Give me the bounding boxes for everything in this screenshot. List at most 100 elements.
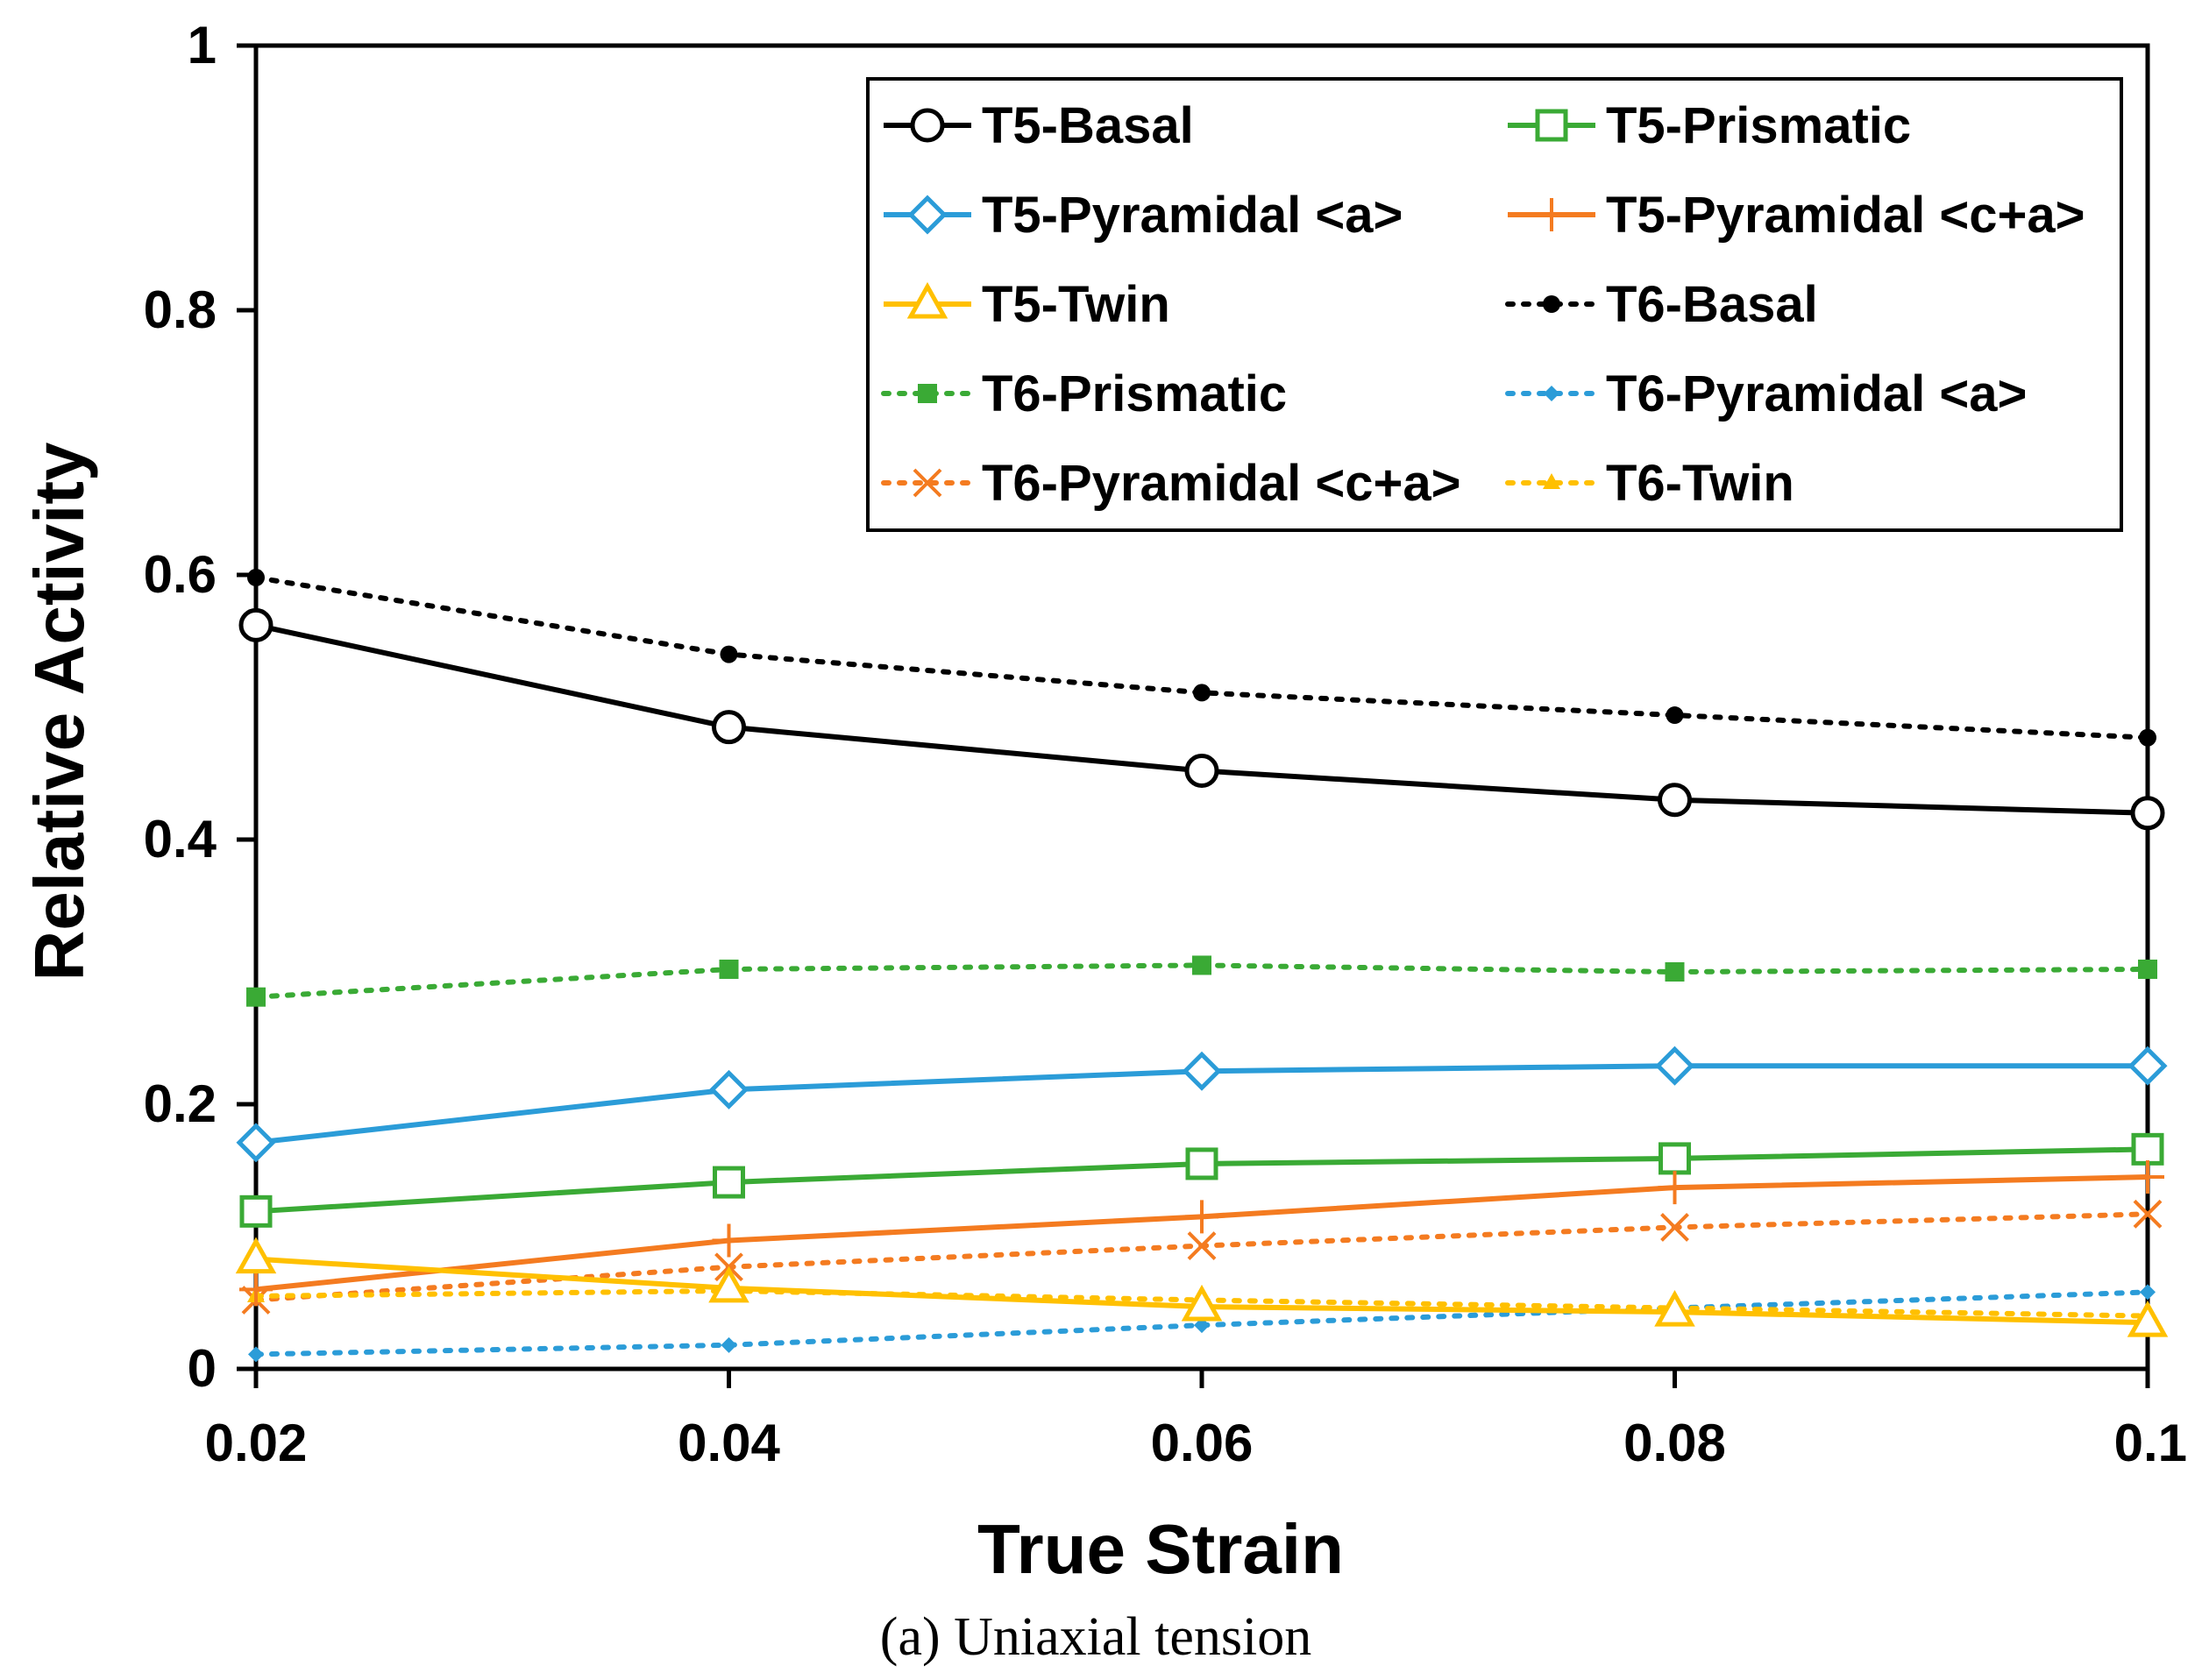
series-t5-basal xyxy=(238,607,2165,831)
data-point-t6-pyramidal-a xyxy=(2140,1284,2156,1301)
data-point-t5-pyramidal-a xyxy=(2127,1046,2168,1086)
legend-entry-t6-prismatic: T6-Prismatic xyxy=(881,365,1287,422)
legend-marker-t6-pyramidal-c-a xyxy=(913,468,942,498)
y-tick-label: 0.6 xyxy=(144,545,217,604)
data-point-t5-pyramidal-c-a xyxy=(239,1272,273,1307)
data-point-t5-pyramidal-c-a xyxy=(1185,1200,1218,1234)
data-point-t6-prismatic xyxy=(1192,955,1211,975)
data-point-t5-pyramidal-a xyxy=(708,1069,749,1109)
data-point-t6-pyramidal-a xyxy=(248,1346,264,1363)
data-point-t6-prismatic xyxy=(246,987,266,1007)
data-point-t5-pyramidal-a xyxy=(1182,1051,1222,1091)
legend-label-t6-basal: T6-Basal xyxy=(1606,276,1818,333)
legend-entry-t5-twin: T5-Twin xyxy=(884,276,1170,333)
legend-label-t6-pyramidal-c-a: T6-Pyramidal <c+a> xyxy=(982,455,1461,512)
data-point-t6-pyramidal-c-a xyxy=(2133,1199,2163,1229)
x-tick-label: 0.1 xyxy=(2114,1414,2187,1472)
x-tick-label: 0.02 xyxy=(205,1414,308,1472)
data-point-t6-pyramidal-c-a xyxy=(1660,1213,1689,1242)
data-point-t5-pyramidal-c-a xyxy=(2131,1160,2164,1194)
data-point-t5-twin xyxy=(2127,1301,2169,1337)
legend-box xyxy=(866,77,2123,532)
y-tick-label: 0.2 xyxy=(144,1074,217,1133)
legend-marker-t5-basal xyxy=(910,108,945,143)
series-t5-pyramidal-a xyxy=(236,1046,2168,1163)
legend-marker-t6-basal xyxy=(1543,295,1560,313)
data-point-t6-basal xyxy=(720,645,738,663)
legend-entry-t6-basal: T6-Basal xyxy=(1505,276,1818,333)
y-tick-label: 0.4 xyxy=(144,810,217,868)
data-point-t5-twin xyxy=(1181,1284,1223,1322)
data-point-t5-twin xyxy=(1654,1289,1695,1327)
data-point-t5-twin xyxy=(708,1265,749,1303)
legend-label-t5-twin: T5-Twin xyxy=(982,276,1170,333)
legend-label-t5-basal: T5-Basal xyxy=(982,97,1194,154)
data-point-t5-prismatic xyxy=(1659,1142,1691,1175)
data-point-t5-prismatic xyxy=(1185,1147,1218,1180)
x-tick-label: 0.08 xyxy=(1623,1414,1726,1472)
legend-entry-t5-pyramidal-a: T5-Pyramidal <a> xyxy=(884,187,1403,244)
data-point-t6-prismatic xyxy=(719,959,739,979)
y-axis-title: Relative Activity xyxy=(20,442,98,982)
series-t6-basal xyxy=(247,569,2156,747)
legend-entry-t5-basal: T5-Basal xyxy=(884,97,1194,154)
legend-marker-t5-pyramidal-c-a xyxy=(1535,198,1568,231)
data-point-t5-basal xyxy=(712,710,746,745)
y-tick-label: 0 xyxy=(188,1339,217,1398)
data-point-t5-basal xyxy=(1658,783,1692,818)
figure-caption: (a) Uniaxial tension xyxy=(880,1607,1311,1667)
legend-entry-t5-pyramidal-c-a: T5-Pyramidal <c+a> xyxy=(1508,187,2085,244)
data-point-t6-basal xyxy=(1193,684,1211,702)
series-t5-prismatic xyxy=(239,1132,2164,1228)
legend-marker-t6-pyramidal-a xyxy=(1544,386,1559,401)
data-point-t5-prismatic xyxy=(713,1166,745,1199)
data-point-t5-basal xyxy=(238,607,273,642)
x-tick-label: 0.04 xyxy=(678,1414,780,1472)
data-point-t6-basal xyxy=(1666,706,1684,725)
data-point-t5-prismatic xyxy=(239,1194,273,1228)
legend-label-t6-prismatic: T6-Prismatic xyxy=(982,365,1287,422)
y-tick-label: 0.8 xyxy=(144,280,217,339)
data-point-t6-prismatic xyxy=(1665,962,1685,982)
legend-entry-t6-pyramidal-a: T6-Pyramidal <a> xyxy=(1505,365,2027,422)
data-point-t5-basal xyxy=(2130,796,2165,831)
data-point-t5-pyramidal-c-a xyxy=(712,1223,746,1258)
legend-label-t6-pyramidal-a: T6-Pyramidal <a> xyxy=(1606,365,2027,422)
legend-marker-t6-twin xyxy=(1543,473,1560,489)
y-tick-label: 1 xyxy=(188,16,217,74)
data-point-t5-basal xyxy=(1184,753,1219,788)
legend: T5-Basal T5-Prismatic T5-Pyramidal <a> T5-P… xyxy=(866,77,2123,532)
y-axis-ticks: 0 0.2 0.4 0.6 0.8 1 xyxy=(144,16,256,1398)
series-t5-pyramidal-c-a xyxy=(239,1160,2164,1307)
data-point-t5-prismatic xyxy=(2131,1132,2164,1166)
legend-entry-t6-twin: T6-Twin xyxy=(1505,455,1794,512)
data-point-t6-pyramidal-a xyxy=(721,1336,737,1353)
data-point-t5-twin xyxy=(235,1237,277,1274)
data-point-t6-prismatic xyxy=(2138,959,2157,979)
data-point-t5-pyramidal-a xyxy=(1654,1046,1695,1086)
legend-marker-t6-prismatic xyxy=(918,384,937,403)
series-line-t6-basal xyxy=(253,575,2150,741)
legend-marker-t5-prismatic xyxy=(1535,109,1568,142)
series-layer xyxy=(235,569,2169,1363)
x-axis-ticks: 0.02 0.04 0.06 0.08 0.1 xyxy=(205,1369,2187,1472)
legend-entry-t5-prismatic: T5-Prismatic xyxy=(1508,97,1911,154)
legend-label-t6-twin: T6-Twin xyxy=(1606,455,1794,512)
data-point-t6-pyramidal-c-a xyxy=(1187,1231,1217,1260)
data-point-t6-basal xyxy=(247,569,265,587)
legend-label-t5-pyramidal-c-a: T5-Pyramidal <c+a> xyxy=(1606,187,2085,244)
data-point-t6-pyramidal-a xyxy=(1194,1317,1210,1334)
data-point-t6-basal xyxy=(2139,728,2156,747)
legend-marker-t5-pyramidal-a xyxy=(907,195,948,235)
series-t5-twin xyxy=(235,1237,2169,1337)
legend-marker-t5-twin xyxy=(906,281,948,319)
x-axis-title: True Strain xyxy=(977,1510,1344,1588)
data-point-t5-pyramidal-c-a xyxy=(1658,1171,1692,1205)
x-tick-label: 0.06 xyxy=(1151,1414,1254,1472)
data-point-t5-pyramidal-a xyxy=(236,1123,276,1163)
legend-label-t5-pyramidal-a: T5-Pyramidal <a> xyxy=(982,187,1403,244)
legend-entry-t6-pyramidal-c-a: T6-Pyramidal <c+a> xyxy=(881,455,1461,512)
series-t6-prismatic xyxy=(246,955,2157,1007)
